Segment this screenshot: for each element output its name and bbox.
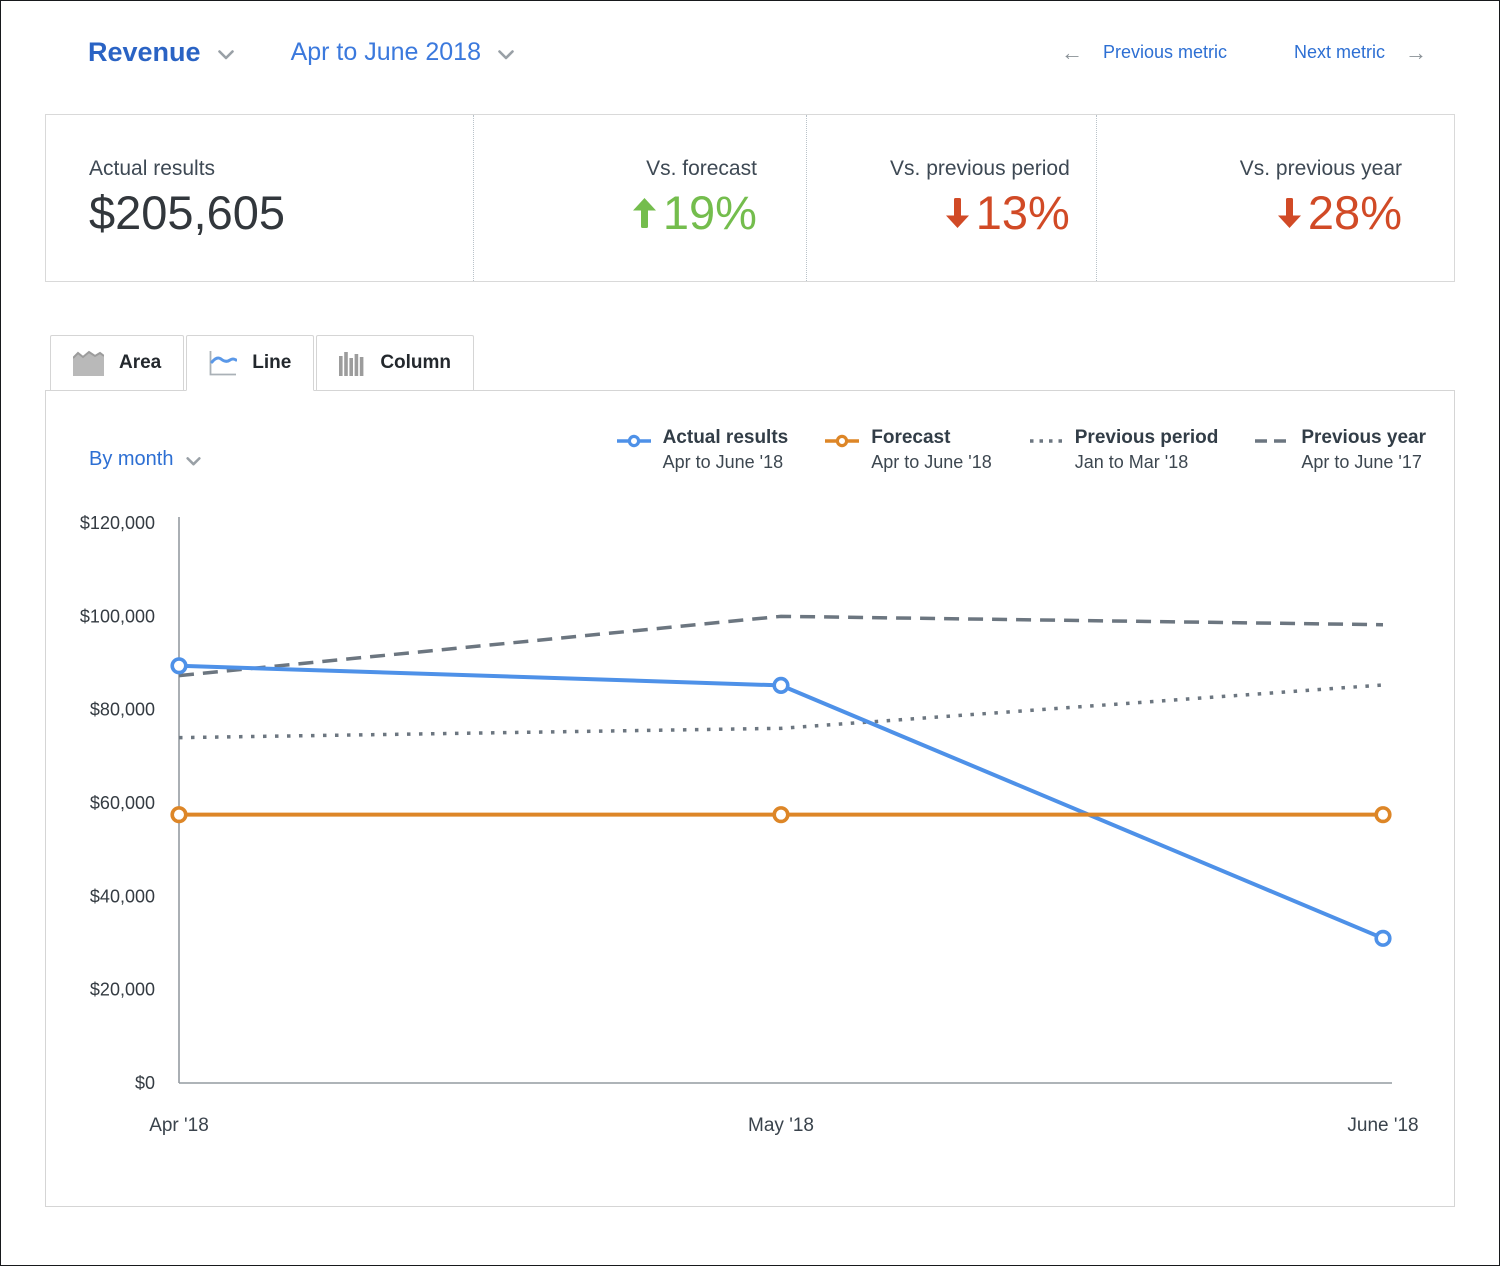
y-tick-label: $80,000 — [90, 700, 155, 720]
metric-selector[interactable]: Revenue — [88, 37, 234, 68]
period-name[interactable]: Apr to June 2018 — [290, 38, 481, 66]
data-point-actual-results-june-18[interactable] — [1374, 929, 1392, 947]
legend-title: Actual results — [662, 427, 789, 448]
legend-item-previous-period: Previous period Jan to Mar '18 — [1029, 427, 1219, 473]
data-point-forecast-may-18[interactable] — [772, 806, 790, 824]
legend-swatch-dashed-icon — [1255, 439, 1290, 443]
arrow-up-icon — [632, 198, 656, 228]
stat-vs-previous-year: Vs. previous year 28% — [1095, 115, 1454, 281]
stat-value: 19% — [631, 187, 757, 239]
tab-label: Column — [380, 352, 452, 373]
stat-value: 13% — [944, 187, 1070, 239]
next-metric-link[interactable]: Next metric → — [1284, 40, 1437, 66]
stat-vs-forecast: Vs. forecast 19% — [473, 115, 806, 281]
legend-subtitle: Apr to June '18 — [662, 452, 784, 472]
x-tick-label: June '18 — [1347, 1115, 1418, 1136]
area-icon — [73, 350, 104, 376]
chart-type-tabs: Area Line Column — [45, 335, 1455, 391]
stats-summary: Actual results $205,605 Vs. forecast 19% Vs.… — [45, 114, 1455, 282]
data-point-forecast-apr-18[interactable] — [170, 806, 188, 824]
y-tick-label: $60,000 — [90, 793, 155, 813]
chevron-down-icon — [498, 49, 514, 59]
y-tick-label: $20,000 — [90, 980, 155, 1000]
legend-subtitle: Apr to June '17 — [1301, 452, 1422, 472]
series-actual-results-line — [178, 663, 1384, 941]
stat-number: $205,605 — [89, 186, 286, 240]
stat-actual-results: Actual results $205,605 — [46, 115, 473, 281]
legend-subtitle: Apr to June '18 — [871, 452, 992, 472]
arrow-left-icon: ← — [1060, 39, 1083, 65]
x-tick-label: Apr '18 — [149, 1115, 209, 1136]
legend-title: Previous year — [1301, 427, 1426, 448]
stat-label: Vs. previous year — [1239, 157, 1402, 181]
data-point-actual-results-may-18[interactable] — [772, 676, 790, 694]
x-tick-label: May '18 — [748, 1115, 814, 1136]
tab-label: Area — [119, 352, 162, 373]
legend-swatch-solid-icon — [825, 434, 860, 448]
tab-line-active[interactable]: Line — [186, 335, 315, 391]
data-point-forecast-june-18[interactable] — [1374, 806, 1392, 824]
series-previous-period-line — [178, 683, 1384, 740]
previous-metric-link[interactable]: ← Previous metric — [1051, 40, 1237, 66]
legend-subtitle: Jan to Mar '18 — [1074, 452, 1189, 472]
header: Revenue Apr to June 2018 ← Previous metr… — [45, 1, 1455, 68]
tab-label: Line — [252, 352, 292, 373]
metric-name[interactable]: Revenue — [88, 37, 201, 67]
legend-item-actual-results: Actual results Apr to June '18 — [616, 427, 789, 473]
y-tick-label: $100,000 — [80, 606, 155, 626]
stat-label: Actual results — [89, 157, 216, 181]
chart-panel: By month Actual results Apr to June '18 Fo… — [45, 390, 1455, 1207]
column-icon — [339, 352, 364, 376]
legend-item-forecast: Forecast Apr to June '18 — [825, 427, 992, 473]
group-by-label[interactable]: By month — [89, 448, 174, 470]
line-icon — [209, 351, 238, 376]
next-metric-label: Next metric — [1293, 42, 1385, 62]
dashboard: Revenue Apr to June 2018 ← Previous metr… — [1, 1, 1499, 1207]
legend-title: Forecast — [871, 427, 951, 448]
stat-value: 28% — [1276, 187, 1402, 239]
arrow-down-icon — [1277, 198, 1301, 228]
stat-value: $205,605 — [89, 187, 285, 239]
period-selector[interactable]: Apr to June 2018 — [291, 38, 514, 67]
data-point-actual-results-apr-18[interactable] — [170, 657, 188, 675]
stat-label: Vs. forecast — [646, 157, 757, 181]
stat-number: 28% — [1307, 186, 1402, 240]
chart-controls-row: By month Actual results Apr to June '18 Fo… — [89, 427, 1426, 473]
legend-swatch-dotted-icon — [1029, 439, 1063, 443]
y-tick-label: $120,000 — [80, 513, 155, 533]
arrow-down-icon — [945, 198, 969, 228]
legend-title: Previous period — [1074, 427, 1219, 448]
legend-item-previous-year: Previous year Apr to June '17 — [1255, 427, 1426, 473]
arrow-right-icon: → — [1405, 39, 1427, 65]
y-tick-label: $0 — [135, 1073, 155, 1093]
chevron-down-icon — [217, 49, 234, 59]
group-by-selector[interactable]: By month — [89, 448, 202, 473]
tab-column[interactable]: Column — [316, 335, 475, 391]
series-previous-year-line — [178, 614, 1384, 678]
tab-area[interactable]: Area — [50, 335, 185, 391]
stat-label: Vs. previous period — [890, 157, 1070, 181]
revenue-line-chart: $120,000 $100,000 $80,000 $60,000 $40,000 $20… — [46, 499, 1454, 1152]
line-chart-svg: $120,000 $100,000 $80,000 $60,000 $40,000 $20… — [80, 513, 1419, 1136]
y-tick-label: $40,000 — [90, 886, 155, 906]
stat-vs-previous-period: Vs. previous period 13% — [805, 115, 1096, 281]
chart-legend: Actual results Apr to June '18 Forecast Apr… — [616, 427, 1426, 473]
previous-metric-label: Previous metric — [1102, 42, 1227, 62]
chevron-down-icon — [186, 456, 202, 465]
legend-swatch-solid-icon — [616, 434, 651, 448]
stat-number: 19% — [662, 186, 757, 240]
stat-number: 13% — [975, 186, 1070, 240]
